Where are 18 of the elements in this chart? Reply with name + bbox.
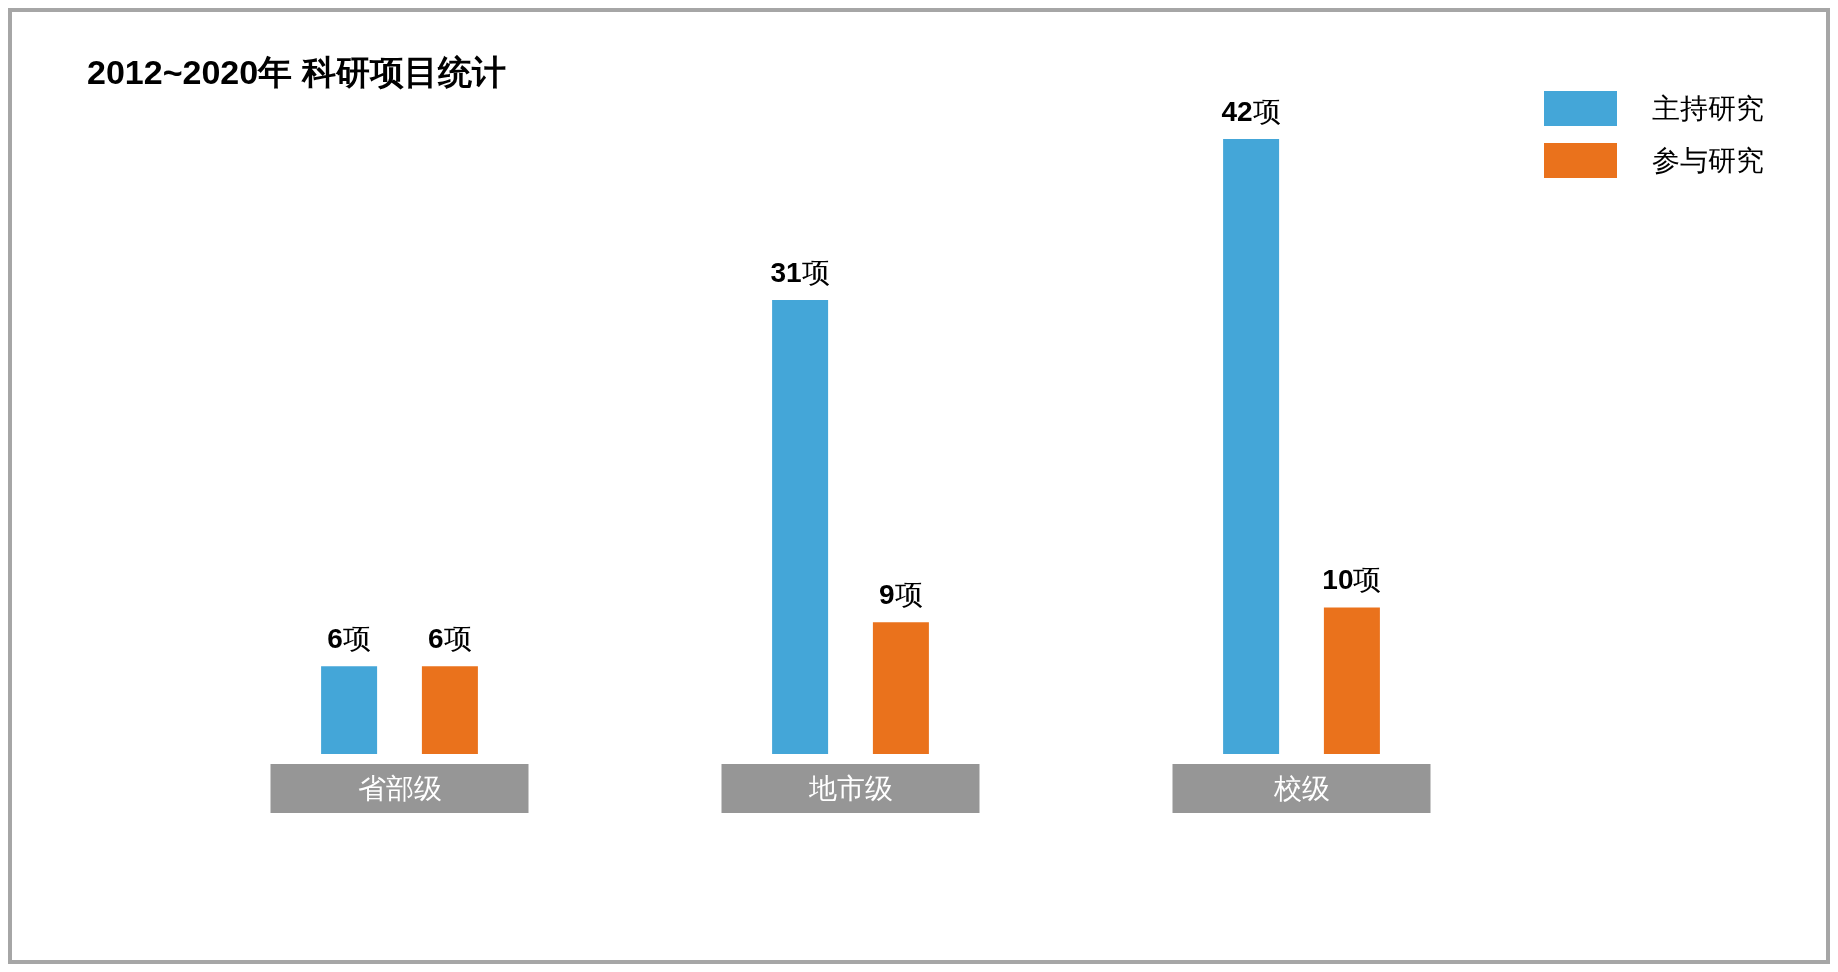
chart-title: 2012~2020年 科研项目统计 [87,53,506,91]
legend-label: 参与研究 [1652,145,1764,176]
bar [1323,607,1380,754]
legend-label: 主持研究 [1652,93,1764,124]
data-label: 6项 [428,622,472,654]
x-tick-label: 省部级 [357,773,442,804]
data-label: 9项 [879,578,923,610]
data-label: 6项 [327,622,371,654]
bar [321,666,378,754]
x-tick-label: 地市级 [807,773,893,804]
bar [1223,139,1280,754]
data-label: 10项 [1322,564,1382,596]
x-tick-label: 校级 [1272,773,1330,804]
data-label: 42项 [1221,95,1281,127]
data-label: 31项 [770,256,830,288]
bar [421,666,478,754]
bar [872,622,929,754]
bar [772,300,829,754]
